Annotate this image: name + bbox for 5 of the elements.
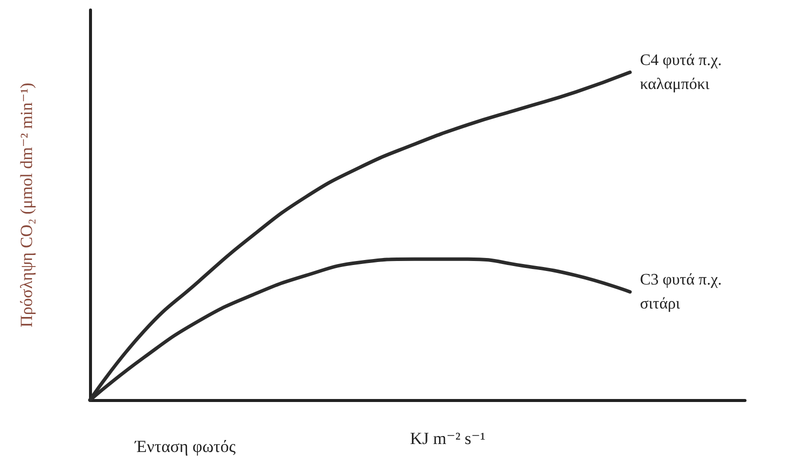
series-label: C3 φυτά π.χ. σιτάρι [640,271,726,312]
text: KJ m⁻² s⁻¹ [410,429,486,448]
x-axis-title: Ένταση φωτός [134,437,236,456]
series-label: C4 φυτά π.χ. καλαμπόκι [640,52,726,93]
y-axis-title: Πρόσληψη CO₂ (μmol dm⁻² min⁻¹) [17,82,36,328]
